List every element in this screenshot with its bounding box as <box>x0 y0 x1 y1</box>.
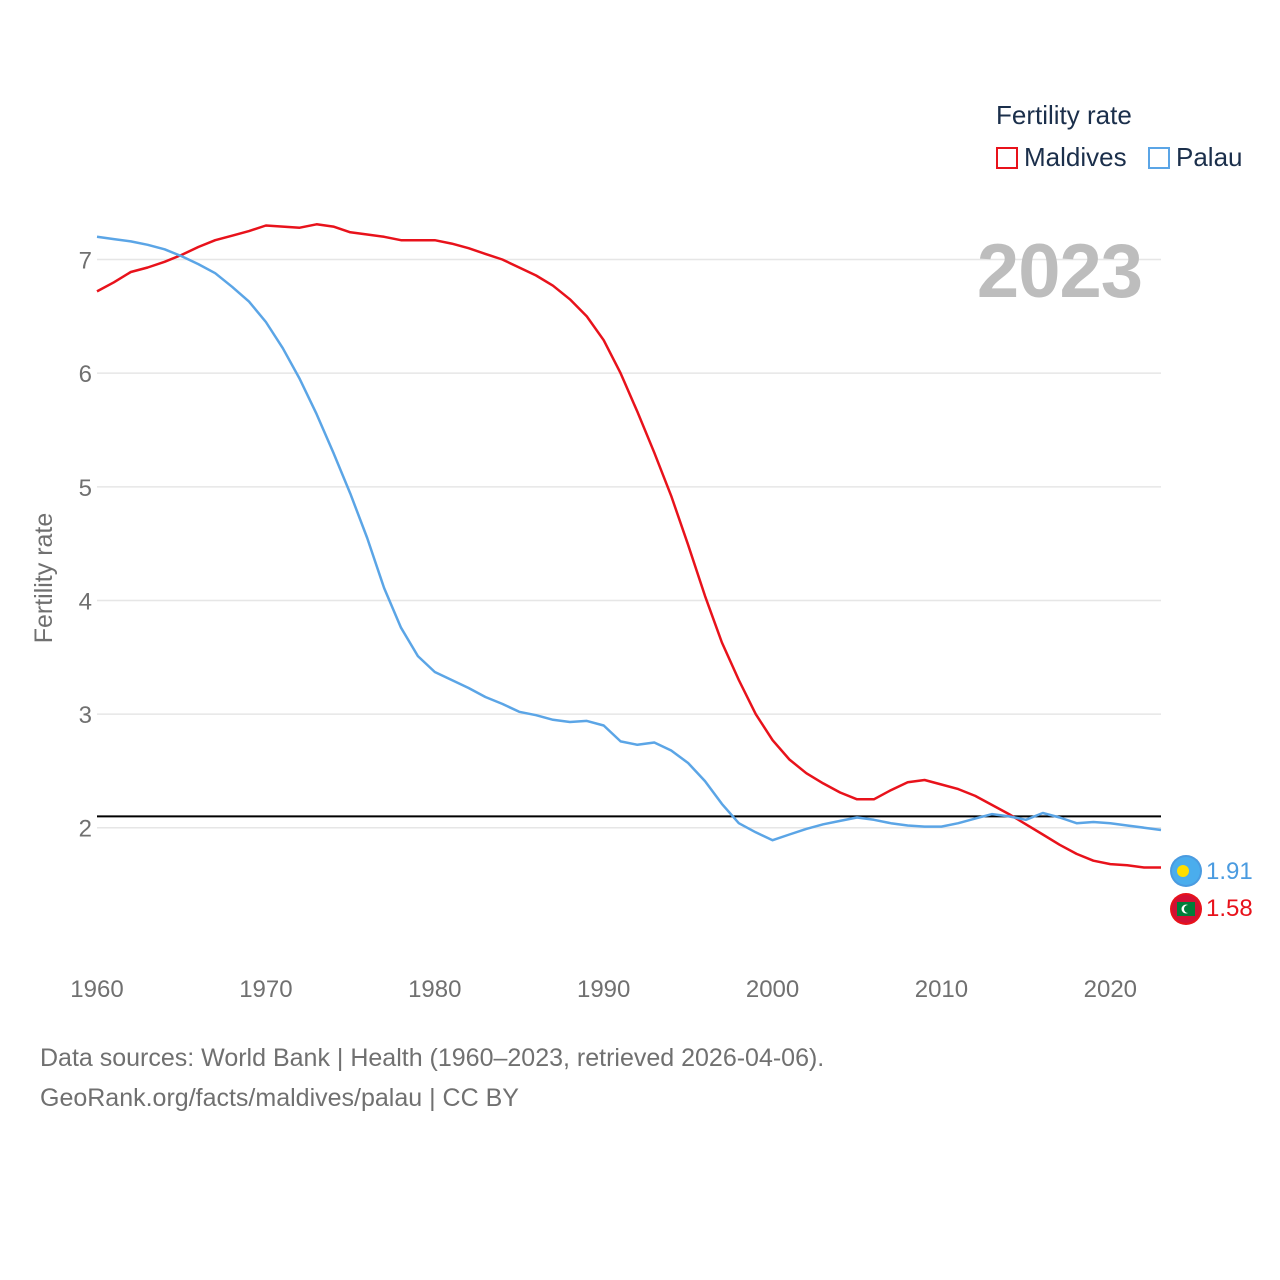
palau-flag-icon <box>1170 855 1202 887</box>
series-line-palau <box>96 235 1162 842</box>
y-tick-label: 7 <box>79 248 92 275</box>
y-tick-label: 6 <box>79 361 92 388</box>
palau-end-value: 1.91 <box>1206 858 1253 885</box>
x-tick-label: 2020 <box>1084 976 1137 1003</box>
x-tick-label: 2010 <box>915 976 968 1003</box>
series-line-maldives <box>96 223 1161 869</box>
y-axis-ticks: 2 3 4 5 6 7 <box>79 248 92 843</box>
x-tick-label: 1980 <box>408 976 461 1003</box>
x-tick-label: 1970 <box>239 976 292 1003</box>
y-axis-label: Fertility rate <box>30 513 58 644</box>
attribution-text: GeoRank.org/facts/maldives/palau | CC BY <box>40 1084 519 1112</box>
maldives-flag-icon <box>1170 893 1202 925</box>
legend-label-palau: Palau <box>1176 142 1243 172</box>
y-tick-label: 3 <box>79 702 92 729</box>
legend-item-maldives[interactable]: Maldives <box>996 142 1127 173</box>
maldives-end-value: 1.58 <box>1206 895 1253 922</box>
x-tick-label: 2000 <box>746 976 799 1003</box>
grid-lines <box>97 258 1161 829</box>
legend-title: Fertility rate <box>996 100 1132 130</box>
legend-swatch-maldives <box>996 146 1018 169</box>
legend-swatch-palau <box>1148 146 1170 169</box>
x-tick-label: 1960 <box>70 976 123 1003</box>
y-tick-label: 2 <box>79 816 92 843</box>
series-lines <box>96 223 1162 869</box>
y-tick-label: 5 <box>79 475 92 502</box>
year-label: 2023 <box>976 229 1143 314</box>
x-tick-label: 1990 <box>577 976 630 1003</box>
x-axis-ticks: 1960 1970 1980 1990 2000 2010 2020 <box>70 976 1137 1003</box>
legend-label-maldives: Maldives <box>1024 142 1127 172</box>
data-source-text: Data sources: World Bank | Health (1960–… <box>40 1044 825 1072</box>
legend-item-palau[interactable]: Palau <box>1148 142 1243 173</box>
y-tick-label: 4 <box>79 588 92 615</box>
